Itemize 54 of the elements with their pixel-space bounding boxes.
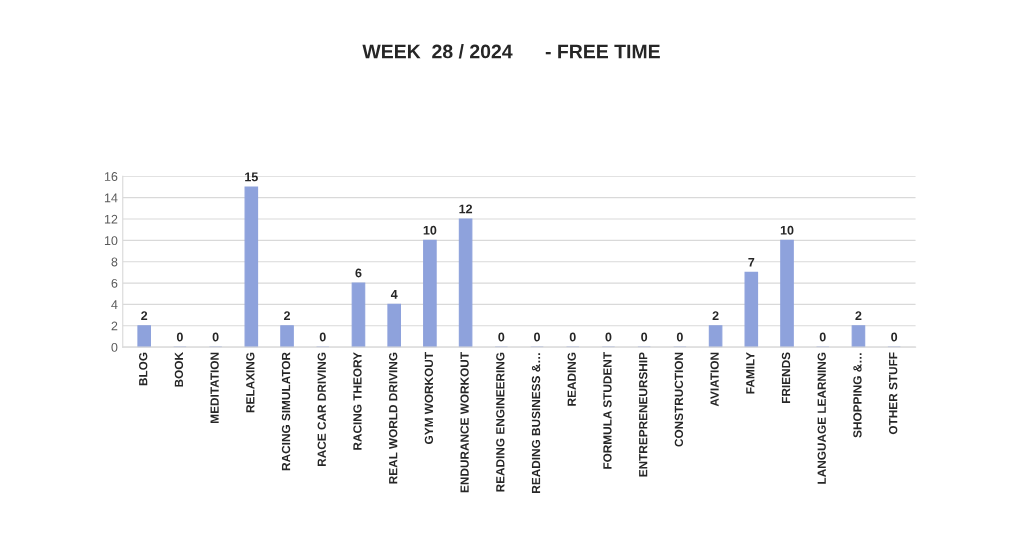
x-tick-label: GYM WORKOUT bbox=[424, 352, 434, 444]
data-label: 2 bbox=[284, 311, 291, 320]
data-label: 0 bbox=[891, 332, 898, 342]
data-label: 0 bbox=[641, 332, 648, 342]
data-label: 0 bbox=[176, 332, 183, 342]
x-tick-label: REAL WORLD DRIVING bbox=[388, 352, 398, 484]
y-tick-label: 10 bbox=[104, 236, 118, 246]
data-label: 0 bbox=[569, 332, 576, 342]
x-tick-label: MEDITATION bbox=[210, 352, 219, 423]
x-tick-label: CONSTRUCTION bbox=[674, 352, 684, 447]
data-label: 15 bbox=[245, 172, 258, 182]
data-label: 2 bbox=[712, 311, 719, 320]
x-tick-label: BLOG bbox=[139, 352, 148, 386]
data-label: 0 bbox=[319, 332, 326, 342]
y-tick-label: 2 bbox=[111, 321, 118, 331]
data-label: 0 bbox=[498, 332, 505, 342]
x-tick-label: RACING THEORY bbox=[353, 352, 362, 450]
data-label: 0 bbox=[676, 332, 683, 342]
x-tick-label: RACING SIMULATOR bbox=[281, 352, 291, 471]
y-tick-label: 8 bbox=[111, 257, 118, 267]
y-tick-label: 14 bbox=[104, 193, 118, 203]
x-tick-label: ENDURANCE WORKOUT bbox=[460, 352, 469, 493]
x-tick-label: BOOK bbox=[174, 352, 184, 387]
x-tick-label: FAMILY bbox=[746, 352, 755, 394]
data-label: 7 bbox=[748, 258, 755, 267]
x-tick-label: OTHER STUFF bbox=[888, 352, 898, 435]
x-tick-label: READING bbox=[567, 352, 576, 406]
data-label: 10 bbox=[423, 225, 437, 235]
data-label: 6 bbox=[355, 268, 362, 278]
x-tick-label: SHOPPING &… bbox=[853, 353, 862, 438]
data-label: 4 bbox=[390, 290, 398, 299]
y-tick-label: 6 bbox=[111, 278, 118, 288]
data-label: 0 bbox=[605, 332, 612, 342]
x-tick-label: FRIENDS bbox=[781, 352, 791, 404]
x-tick-label: FORMULA STUDENT bbox=[603, 352, 612, 469]
x-tick-label: AVIATION bbox=[710, 352, 719, 407]
chart-title: WEEK 28 / 2024 - FREE TIME bbox=[362, 44, 660, 59]
data-label: 0 bbox=[212, 332, 219, 342]
data-label: 2 bbox=[141, 311, 148, 320]
x-tick-label: READING BUSINESS &… bbox=[531, 353, 541, 493]
y-tick-label: 4 bbox=[111, 300, 118, 309]
data-label: 12 bbox=[459, 204, 473, 214]
data-label: 2 bbox=[855, 311, 862, 320]
y-tick-label: 16 bbox=[104, 172, 118, 181]
x-tick-label: RACE CAR DRIVING bbox=[317, 352, 326, 466]
y-tick-label: 0 bbox=[111, 342, 118, 352]
x-tick-label: READING ENGINEERING bbox=[496, 352, 505, 492]
y-tick-label: 12 bbox=[104, 214, 118, 224]
data-label: 10 bbox=[780, 225, 794, 235]
x-tick-label: ENTREPRENEURSHIP bbox=[638, 352, 648, 477]
data-label: 0 bbox=[819, 332, 826, 342]
data-label: 0 bbox=[534, 332, 540, 342]
x-tick-label: LANGUAGE LEARNING bbox=[817, 352, 826, 484]
x-tick-label: RELAXING bbox=[246, 352, 255, 413]
